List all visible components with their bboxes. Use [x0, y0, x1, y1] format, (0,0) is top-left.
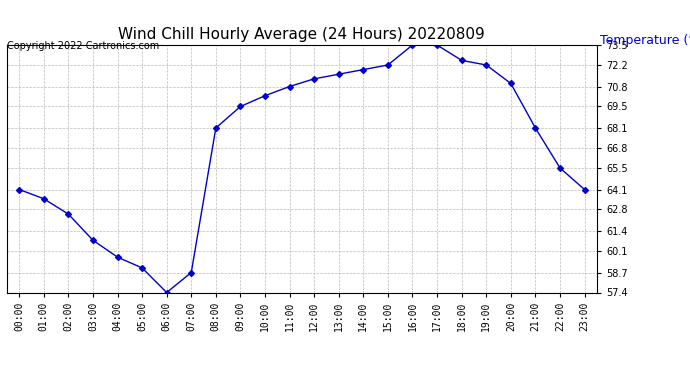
Text: Temperature (°F): Temperature (°F) — [600, 34, 690, 47]
Text: Copyright 2022 Cartronics.com: Copyright 2022 Cartronics.com — [7, 41, 159, 51]
Title: Wind Chill Hourly Average (24 Hours) 20220809: Wind Chill Hourly Average (24 Hours) 202… — [119, 27, 485, 42]
